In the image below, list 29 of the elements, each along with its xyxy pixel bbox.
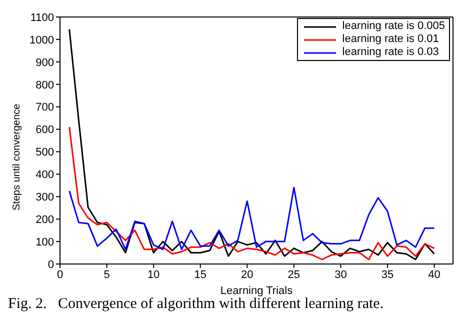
x-tick-label: 35 — [381, 268, 394, 281]
y-tick-label: 900 — [36, 56, 54, 69]
y-tick-label: 600 — [36, 124, 54, 136]
y-tick-label: 100 — [36, 236, 54, 248]
x-tick-label: 5 — [104, 268, 110, 281]
line-series — [68, 186, 436, 250]
x-tick-label: 40 — [428, 268, 440, 281]
x-tick-label: 15 — [194, 268, 206, 281]
x-tick-label: 20 — [241, 268, 254, 281]
x-tick-label: 10 — [147, 268, 160, 281]
y-tick-label: 1000 — [30, 34, 54, 46]
y-tick-label: 200 — [36, 214, 54, 226]
y-tick-label: 300 — [36, 192, 54, 204]
x-tick-label: 25 — [288, 268, 300, 281]
legend-label: learning rate is 0.03 — [342, 46, 439, 59]
y-tick-label: 500 — [36, 146, 54, 159]
line-series — [68, 126, 436, 260]
legend-label: learning rate is 0.005 — [342, 20, 445, 33]
x-tick-label: 30 — [334, 268, 347, 281]
y-axis-title: Steps until convergence — [12, 103, 23, 210]
x-axis-title: Learning Trials — [220, 285, 294, 297]
y-tick-label: 700 — [36, 102, 54, 114]
legend-label: learning rate is 0.01 — [342, 33, 439, 46]
y-tick-label: 1100 — [30, 12, 54, 24]
y-tick-label: 0 — [48, 258, 54, 271]
y-tick-label: 800 — [36, 79, 54, 92]
caption: Fig. 2. Convergence of algorithm with different learning rate. — [8, 296, 385, 313]
x-tick-label: 0 — [56, 268, 64, 281]
y-tick-label: 400 — [36, 169, 54, 182]
